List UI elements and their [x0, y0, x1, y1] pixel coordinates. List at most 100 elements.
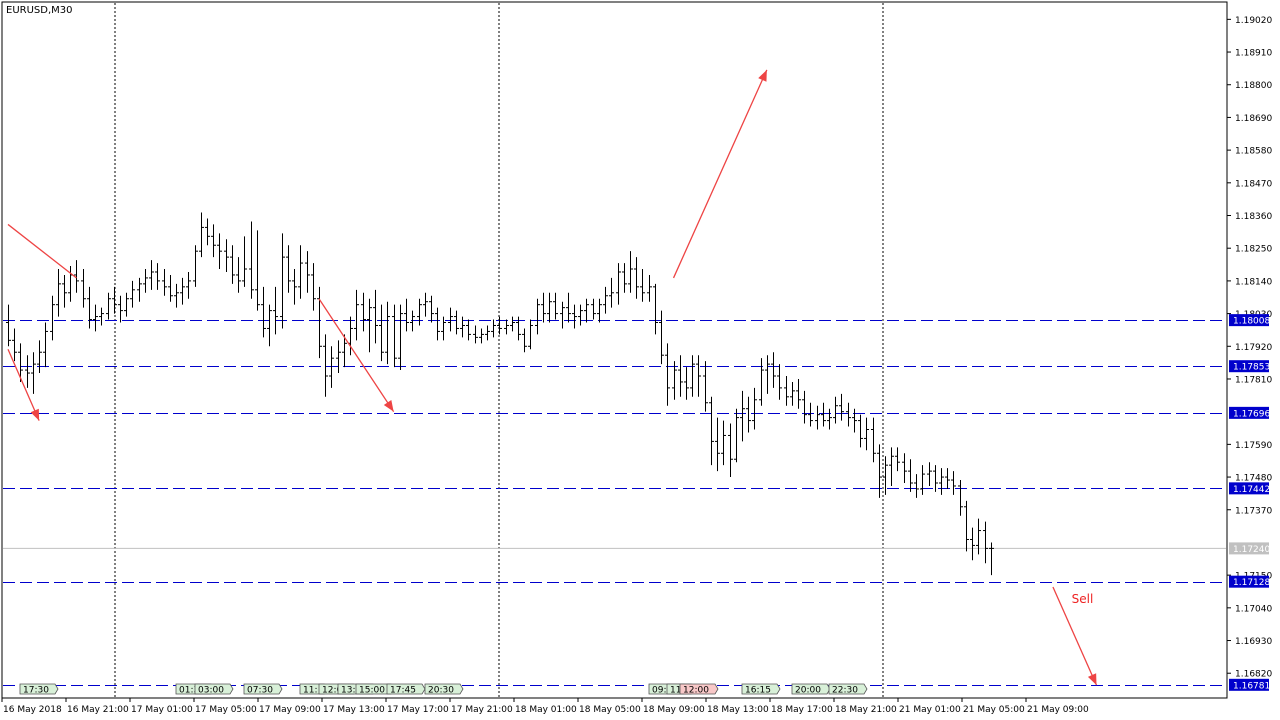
ohlc-bar: [734, 408, 739, 463]
event-tag[interactable]: 20:30: [424, 683, 464, 696]
event-tag-shape: [791, 683, 831, 695]
event-tag-shape: [243, 683, 283, 695]
x-tick-label: 18 May 01:00: [515, 705, 577, 715]
trend-arrows[interactable]: [7, 69, 1098, 686]
trend-arrow[interactable]: [672, 69, 768, 279]
ohlc-bar: [417, 298, 422, 326]
arrow-head: [30, 408, 40, 421]
event-tag-label: 03:00: [198, 686, 224, 696]
ohlc-bar: [659, 310, 664, 365]
ohlc-bar: [510, 316, 515, 332]
event-tag[interactable]: 17:45: [386, 683, 426, 696]
level-price-tag: 1.17442: [1229, 482, 1270, 495]
y-tick-label: 1.17040: [1235, 604, 1272, 614]
trend-arrow[interactable]: [7, 348, 40, 421]
grid-layer: [3, 3, 1226, 697]
ohlc-bar: [740, 390, 745, 442]
event-tag[interactable]: 07:30: [243, 683, 283, 696]
ohlc-bar: [99, 307, 104, 326]
y-tick-label: 1.16820: [1235, 670, 1272, 680]
ohlc-bar: [12, 328, 17, 362]
ohlc-bar: [267, 304, 272, 347]
ohlc-bar: [684, 367, 689, 400]
ohlc-bar: [149, 260, 154, 290]
ohlc-bar: [622, 263, 627, 293]
ohlc-bar: [454, 310, 459, 335]
event-tag[interactable]: 16:15: [741, 683, 781, 696]
ohlc-bar: [193, 245, 198, 287]
trend-arrow[interactable]: [7, 223, 77, 279]
price-tag-label: 1.17442: [1233, 485, 1270, 495]
event-tag[interactable]: 03:00: [194, 683, 234, 696]
current-price-tag: 1.17240: [1229, 542, 1270, 555]
ohlc-bar: [373, 289, 378, 344]
ohlc-bar: [914, 474, 919, 498]
ohlc-bar: [441, 316, 446, 341]
ohlc-bar: [342, 334, 347, 368]
ohlc-bar: [112, 286, 117, 314]
level-price-tag: 1.18008: [1229, 314, 1270, 327]
ohlc-bar: [162, 269, 167, 296]
ohlc-bar: [578, 304, 583, 326]
ohlc-bar: [311, 263, 316, 311]
ohlc-bar: [815, 405, 820, 430]
event-tag-label: 01:30: [179, 686, 205, 696]
event-tag-shape: [424, 683, 464, 695]
ohlc-bar: [759, 358, 764, 406]
y-tick-label: 1.18140: [1235, 277, 1272, 287]
ohlc-bar: [143, 269, 148, 293]
y-tick-label: 1.18690: [1235, 114, 1272, 124]
ohlc-bar: [305, 251, 310, 293]
y-tick-label: 1.19020: [1235, 16, 1272, 26]
ohlc-bar: [186, 271, 191, 299]
event-tag-label: 22:30: [832, 686, 858, 696]
ohlc-bar: [560, 301, 565, 329]
ohlc-bar: [398, 304, 403, 371]
ohlc-bar: [361, 292, 366, 332]
ohlc-bar: [889, 447, 894, 486]
level-price-tag: 1.17853: [1229, 360, 1270, 373]
ohlc-bar: [504, 319, 509, 335]
trend-arrow[interactable]: [318, 298, 395, 413]
trend-arrow[interactable]: [1052, 586, 1098, 686]
price-tag-bg: [1229, 678, 1269, 691]
arrow-shaft: [318, 298, 395, 413]
event-tag-label: 11:: [303, 686, 317, 696]
event-tag-shape: [679, 683, 719, 695]
ohlc-bar: [927, 462, 932, 486]
ohlc-bar: [877, 444, 882, 498]
ohlc-bar: [591, 298, 596, 320]
ohlc-bar: [752, 387, 757, 430]
y-tick-label: 1.17920: [1235, 343, 1272, 353]
y-tick-label: 1.18910: [1235, 49, 1272, 59]
ohlc-bar: [528, 319, 533, 350]
event-tag-label: 17:45: [390, 686, 416, 696]
ohlc-bar: [715, 417, 720, 472]
ohlc-bar: [497, 316, 502, 335]
ohlc-bar: [771, 352, 776, 388]
ohlc-bar: [703, 361, 708, 412]
event-tag[interactable]: 20:00: [791, 683, 831, 696]
ohlc-bar: [547, 292, 552, 323]
x-tick-label: 21 May 01:00: [899, 705, 961, 715]
ohlc-bar: [696, 355, 701, 397]
event-tag-label: 11:: [670, 686, 684, 696]
ohlc-bar: [367, 298, 372, 353]
ohlc-bar: [31, 352, 36, 394]
ohlc-bar: [603, 286, 608, 314]
event-tag[interactable]: 12:00: [679, 683, 719, 696]
ohlc-bar: [790, 381, 795, 406]
ohlc-bar: [385, 301, 390, 365]
ohlc-bar: [392, 304, 397, 368]
horizontal-levels[interactable]: [3, 320, 1226, 686]
event-tag[interactable]: 22:30: [828, 683, 868, 696]
event-tag[interactable]: 17:30: [19, 683, 59, 696]
price-tag-label: 1.17696: [1233, 409, 1270, 419]
ohlc-bar: [81, 269, 86, 308]
ohlc-bar: [796, 378, 801, 409]
ohlc-bar: [902, 453, 907, 484]
y-tick-label: 1.18470: [1235, 179, 1272, 189]
ohlc-bar: [261, 286, 266, 338]
